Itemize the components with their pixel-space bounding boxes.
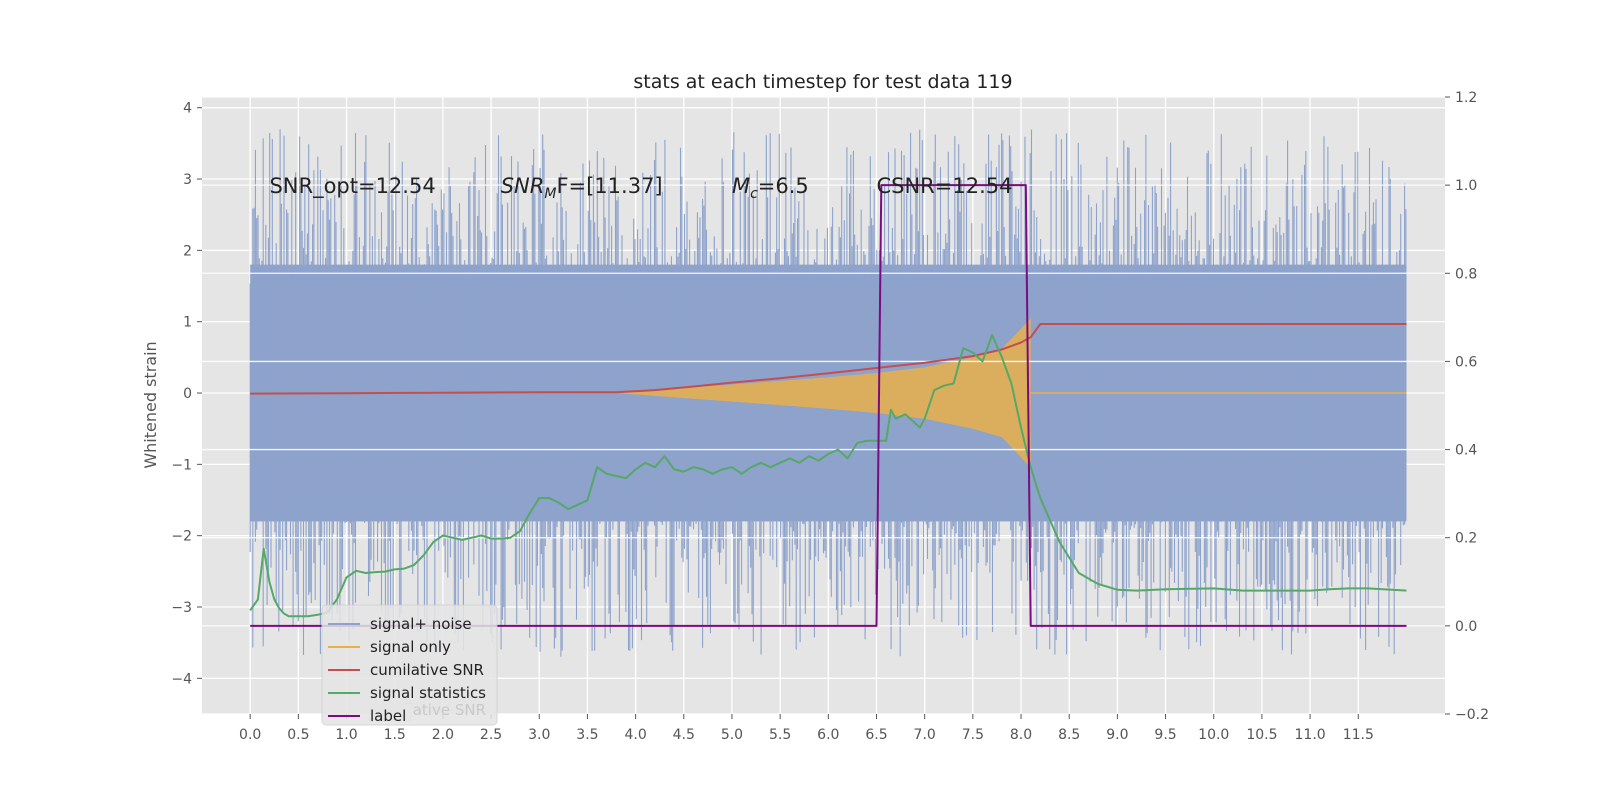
y2-tick-label: 0.0 [1455,619,1477,635]
y2-tick-label: 0.4 [1455,443,1477,459]
y-tick-label: 1 [183,315,192,331]
x-tick-label: 6.0 [817,727,839,743]
y-tick-label: 0 [183,386,192,402]
x-tick-label: 10.5 [1246,727,1277,743]
series-lines [249,184,1407,627]
x-tick-label: 8.0 [1010,727,1032,743]
x-tick-label: 4.5 [673,727,695,743]
y-tick-label: 3 [183,172,192,188]
x-tick-label: 1.5 [384,727,406,743]
y-tick-label: 2 [183,243,192,259]
x-tick-label: 6.5 [865,727,887,743]
x-tick-label: 9.0 [1106,727,1128,743]
x-tick-label: 2.5 [480,727,502,743]
legend-label: label [370,707,406,725]
x-tick-label: 7.5 [962,727,984,743]
y2-tick-label: 0.6 [1455,354,1477,370]
x-tick-label: 1.0 [335,727,357,743]
y-tick-label: −1 [171,457,192,473]
legend-label: signal+ noise [370,615,472,633]
legend-label-bg [368,704,412,722]
y-tick-label: −2 [171,529,192,545]
chirp-envelope [616,318,1031,468]
annotation: SNRMF=[11.37] [501,174,663,202]
y-tick-label: −4 [171,671,192,687]
legend-label: signal statistics [370,684,486,702]
y-axis-label: Whitened strain [141,341,160,468]
annotations: SNR_opt=12.54 SNRMF=[11.37] Mc=6.5 CSNR=12.… [269,174,1012,202]
axis-ticks: 0.0 0.5 1.0 1.5 2.0 2.5 3.0 3.5 4.0 4.5 5.0 5.5 6.0 6… [171,90,1489,743]
series-line-signal-statistics [249,334,1407,618]
x-tick-label: 8.5 [1058,727,1080,743]
y-tick-label: 4 [183,101,192,117]
series-line-cumilative-snr [250,323,1407,395]
x-tick-label: 11.0 [1295,727,1326,743]
y-tick-label: −3 [171,600,192,616]
x-tick-label: 0.5 [287,727,309,743]
annotation: Mc=6.5 [732,174,809,202]
x-tick-label: 5.5 [769,727,791,743]
y2-tick-label: 1.0 [1455,178,1477,194]
x-tick-label: 0.0 [239,727,261,743]
series-line-label [250,184,1407,627]
y2-tick-label: 1.2 [1455,90,1477,106]
x-tick-label: 4.0 [624,727,646,743]
x-tick-label: 3.0 [528,727,550,743]
x-tick-label: 10.0 [1198,727,1229,743]
legend-label: signal only [370,638,451,656]
x-tick-label: 7.0 [914,727,936,743]
legend-box [321,604,498,726]
legend-label: cumilative SNR [370,661,484,679]
y2-tick-label: 0.2 [1455,531,1477,547]
chart-title: stats at each timestep for test data 119 [633,71,1012,93]
annotation: SNR_opt=12.54 [269,174,435,199]
series-signal-only [616,318,1407,468]
x-tick-label: 11.5 [1343,727,1374,743]
x-tick-label: 5.0 [721,727,743,743]
x-tick-label: 2.0 [432,727,454,743]
y2-tick-label: 0.8 [1455,266,1477,282]
annotation: CSNR=12.54 [876,174,1012,198]
y2-tick-label: −0.2 [1455,707,1489,723]
x-tick-label: 3.5 [576,727,598,743]
x-tick-label: 9.5 [1154,727,1176,743]
